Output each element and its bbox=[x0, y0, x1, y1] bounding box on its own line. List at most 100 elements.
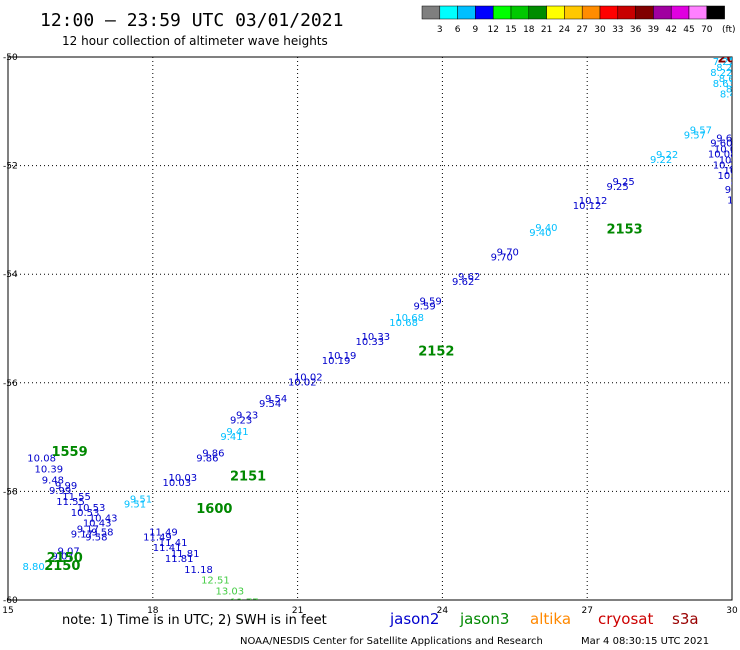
colorbar-tick-label: 39 bbox=[648, 25, 660, 35]
wave-height-label: 9.91 bbox=[725, 185, 740, 196]
y-tick-label: -56 bbox=[3, 379, 18, 389]
wave-height-label: 8.40 bbox=[720, 90, 740, 101]
track-time-label: 2150 bbox=[44, 559, 80, 574]
wave-height-label: 8.22 bbox=[710, 68, 732, 79]
wave-height-label: 9.99 bbox=[55, 481, 77, 492]
wave-height-label: 10.12 bbox=[573, 201, 602, 212]
wave-height-label: 9.60 bbox=[716, 134, 738, 145]
wave-height-label: 10.03 bbox=[168, 473, 197, 484]
wave-height-label: 9.60 bbox=[710, 139, 732, 150]
colorbar-swatch bbox=[670, 5, 690, 20]
wave-height-label: 9.54 bbox=[265, 394, 287, 405]
footer-timestamp: Mar 4 08:30:15 UTC 2021 bbox=[581, 636, 709, 647]
colorbar-tick-label: 3 bbox=[437, 25, 443, 35]
x-tick-label: 30 bbox=[726, 606, 738, 616]
colorbar-swatch bbox=[546, 5, 565, 20]
wave-height-label: 11.49 bbox=[143, 532, 172, 543]
chart-subtitle: 12 hour collection of altimeter wave hei… bbox=[62, 34, 328, 48]
wave-height-label: 11.81 bbox=[165, 554, 194, 565]
wave-height-label: 9.48 bbox=[42, 475, 64, 486]
colorbar-tick-label: 24 bbox=[559, 25, 571, 35]
track-time-label: 2047 bbox=[718, 51, 740, 66]
colorbar-swatch bbox=[564, 5, 583, 20]
wave-height-label: 9.58 bbox=[85, 532, 107, 543]
colorbar-tick-label: 27 bbox=[576, 25, 587, 35]
colorbar-swatch bbox=[688, 5, 708, 20]
wave-height-label: 12.51 bbox=[201, 576, 230, 587]
wave-height-label: 10.28 bbox=[713, 160, 740, 171]
wave-height-label: 11.81 bbox=[171, 549, 200, 560]
wave-height-label: 9.41 bbox=[226, 427, 248, 438]
colorbar-swatch bbox=[421, 5, 441, 20]
wave-height-label: 10.43 bbox=[83, 519, 112, 530]
satellite-legend-jason3: jason3 bbox=[459, 610, 509, 628]
wave-height-label: 11.41 bbox=[159, 538, 188, 549]
wave-height-label: 10.08 bbox=[714, 144, 740, 155]
wave-height-label: 10.66 bbox=[724, 166, 740, 177]
wave-height-label: 12.77 bbox=[230, 597, 259, 608]
wave-height-label: 9.59 bbox=[413, 301, 435, 312]
colorbar-swatch bbox=[528, 5, 547, 20]
wave-height-label: 9.59 bbox=[419, 296, 441, 307]
note-text: note: 1) Time is in UTC; 2) SWH is in fe… bbox=[62, 613, 327, 628]
track-time-label: 1559 bbox=[51, 445, 87, 460]
colorbar-tick-label: 36 bbox=[630, 25, 642, 35]
wave-height-label: 9.58 bbox=[91, 527, 113, 538]
wave-height-label: 10.68 bbox=[389, 318, 418, 329]
wave-height-label: 9.23 bbox=[230, 416, 252, 427]
wave-height-label: 10.03 bbox=[162, 478, 191, 489]
wave-height-label: 9.54 bbox=[259, 399, 281, 410]
wave-height-label: 7.22 bbox=[719, 52, 740, 63]
chart-title: 12:00 – 23:59 UTC 03/01/2021 bbox=[40, 10, 343, 31]
wave-height-label: 7.22 bbox=[713, 57, 735, 68]
track-time-label: 2152 bbox=[418, 345, 454, 360]
wave-height-label: 10.08 bbox=[27, 454, 56, 465]
wave-height-label: 9.70 bbox=[491, 253, 513, 264]
satellite-legend-altika: altika bbox=[530, 610, 571, 628]
satellite-legend-s3a: s3a bbox=[672, 610, 699, 628]
wave-height-label: 9.22 bbox=[656, 150, 678, 161]
wave-height-label: 9.23 bbox=[236, 411, 258, 422]
wave-height-label: 9.17 bbox=[77, 525, 99, 536]
y-tick-label: -52 bbox=[3, 162, 18, 172]
track-time-label: 1600 bbox=[196, 502, 232, 517]
wave-height-label: 10.53 bbox=[77, 503, 106, 514]
colorbar-swatch bbox=[653, 5, 672, 20]
axis-ticks: 15 18 21 24 27 30 -50 -52 -54 -56 -58 -60 bbox=[2, 53, 738, 616]
colorbar-swatch bbox=[457, 5, 476, 20]
wave-height-label: 10.28 bbox=[719, 155, 740, 166]
wave-height-label: 10.02 bbox=[294, 373, 323, 384]
colorbar-swatch bbox=[581, 5, 601, 20]
track-time-label: 2153 bbox=[607, 222, 643, 237]
footer-credit: NOAA/NESDIS Center for Satellite Applica… bbox=[240, 636, 543, 647]
satellite-track: 7.228.228.638.409.6010.0810.2810.669.911… bbox=[55, 52, 740, 560]
wave-height-label: 10.33 bbox=[362, 332, 391, 343]
plot-frame bbox=[7, 56, 733, 601]
wave-height-label: 9.91 bbox=[731, 180, 740, 191]
colorbar-tick-label: 9 bbox=[473, 25, 479, 35]
wave-height-label: 11.1 bbox=[727, 196, 740, 207]
x-tick-label: 27 bbox=[581, 606, 592, 616]
y-tick-label: -58 bbox=[3, 487, 18, 497]
colorbar-tick-label: 33 bbox=[612, 25, 623, 35]
wave-height-label: 9.25 bbox=[613, 177, 635, 188]
satellite-legend: jason2 jason3 altika cryosat s3a bbox=[389, 610, 699, 628]
wave-height-label: 11.55 bbox=[56, 497, 85, 508]
colorbar-tick-label: 45 bbox=[683, 25, 694, 35]
grid-lines bbox=[8, 57, 732, 600]
satellite-legend-cryosat: cryosat bbox=[598, 610, 653, 628]
wave-height-label: 13.03 bbox=[216, 587, 245, 598]
wave-height-label: 9.41 bbox=[220, 432, 242, 443]
wave-height-label: 10.66 bbox=[718, 171, 740, 182]
wave-height-label: 10.19 bbox=[328, 351, 357, 362]
colorbar-unit: (ft) bbox=[722, 25, 736, 35]
wave-height-label: 9.40 bbox=[529, 228, 551, 239]
wave-height-label: 9.51 bbox=[130, 495, 152, 506]
colorbar-swatch bbox=[706, 5, 725, 20]
wave-height-label: 9.86 bbox=[202, 449, 224, 460]
wave-height-label: 8.63 bbox=[713, 79, 735, 90]
wave-height-label: 9.62 bbox=[458, 272, 480, 283]
wave-height-label: 9.40 bbox=[535, 223, 557, 234]
